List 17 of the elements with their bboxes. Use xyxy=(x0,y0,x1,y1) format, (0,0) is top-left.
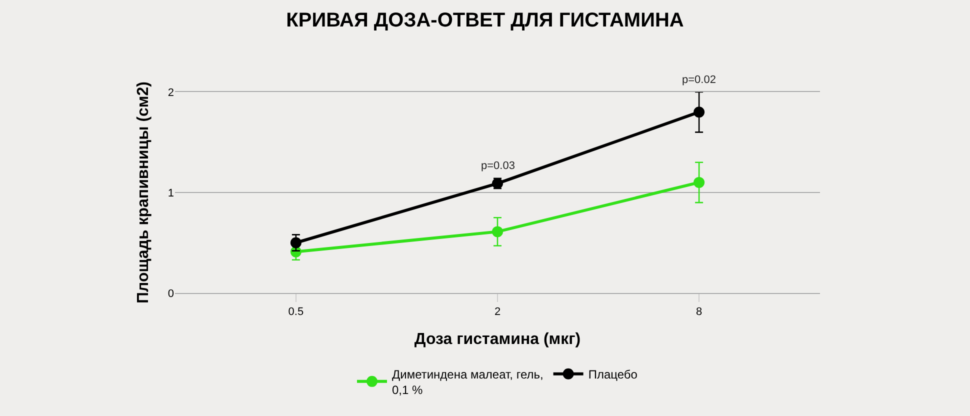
annotation: p=0.03 xyxy=(481,160,515,172)
legend-label: Диметиндена малеат, гель, 0,1 % xyxy=(392,367,544,397)
text: p=0.02 xyxy=(682,74,716,86)
y-axis-title: Площадь крапивницы (см2) xyxy=(134,81,152,304)
point xyxy=(492,226,503,238)
legend-label: Плацебо xyxy=(588,368,638,382)
y-tick-label: 0 xyxy=(168,288,174,300)
point xyxy=(694,106,705,118)
y-tick-label: 1 xyxy=(168,187,174,200)
y-tick-label: 2 xyxy=(168,86,174,99)
x-tick-label: 8 xyxy=(696,306,702,318)
x-tick-label: 0.5 xyxy=(288,306,304,318)
x-tick-label: 2 xyxy=(494,306,501,318)
point xyxy=(694,176,705,188)
point xyxy=(290,237,302,248)
chart-title: КРИВАЯ ДОЗА-ОТВЕТ ДЛЯ ГИСТАМИНА xyxy=(286,9,684,32)
x-axis-title: Доза гистамина (мкг) xyxy=(414,330,581,348)
